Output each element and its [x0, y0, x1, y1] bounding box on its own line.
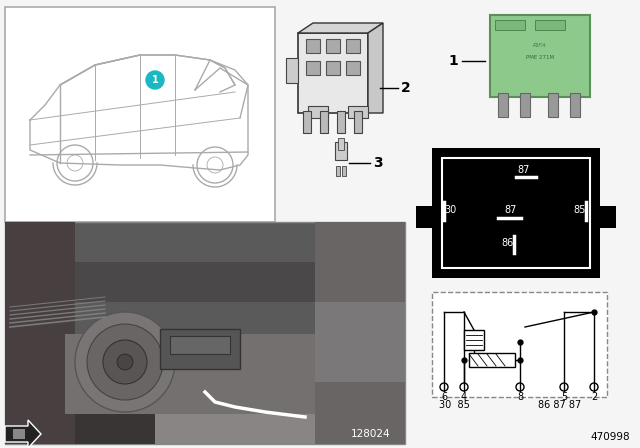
Text: RIFA: RIFA — [533, 43, 547, 47]
Bar — [570, 93, 580, 117]
Text: 3: 3 — [373, 156, 383, 170]
Text: 87: 87 — [505, 205, 517, 215]
Bar — [326, 61, 340, 75]
Bar — [306, 61, 320, 75]
Bar — [298, 33, 368, 113]
Bar — [490, 15, 590, 97]
Bar — [469, 353, 515, 367]
Text: 6: 6 — [441, 392, 447, 402]
Circle shape — [117, 354, 133, 370]
Bar — [600, 206, 616, 228]
Text: 2: 2 — [401, 81, 411, 95]
Bar — [315, 302, 405, 382]
Bar — [432, 292, 607, 397]
Bar — [337, 111, 345, 133]
Text: 85: 85 — [574, 205, 586, 215]
Bar — [286, 58, 298, 83]
Bar — [320, 111, 328, 133]
Bar — [5, 222, 405, 444]
Bar — [308, 106, 328, 118]
Bar — [13, 429, 25, 439]
Bar — [170, 336, 230, 354]
Bar — [520, 93, 530, 117]
Text: 4: 4 — [461, 392, 467, 402]
Bar — [155, 344, 405, 444]
Bar — [5, 262, 405, 302]
Bar — [354, 111, 362, 133]
Bar — [346, 39, 360, 53]
Text: PME 271M: PME 271M — [526, 55, 554, 60]
Text: 87: 87 — [518, 165, 530, 175]
Text: 86 87 87: 86 87 87 — [538, 400, 581, 410]
Text: 30  85: 30 85 — [438, 400, 469, 410]
Text: 2: 2 — [591, 392, 597, 402]
Bar — [548, 93, 558, 117]
Circle shape — [87, 324, 163, 400]
Bar — [5, 364, 405, 444]
Bar — [498, 93, 508, 117]
Text: 8: 8 — [517, 392, 523, 402]
Bar — [335, 142, 347, 160]
Bar — [5, 222, 75, 444]
Text: 30: 30 — [444, 205, 456, 215]
Text: 86: 86 — [502, 238, 514, 248]
Text: 5: 5 — [561, 392, 567, 402]
Bar — [442, 158, 590, 268]
Bar — [315, 222, 405, 444]
Text: 470998: 470998 — [590, 432, 630, 442]
Text: 1: 1 — [152, 75, 158, 85]
Text: 128024: 128024 — [350, 429, 390, 439]
Bar — [326, 39, 340, 53]
Bar — [535, 20, 565, 30]
Polygon shape — [298, 23, 383, 33]
Text: 1: 1 — [448, 54, 458, 68]
Bar — [346, 61, 360, 75]
Bar — [303, 111, 311, 133]
Polygon shape — [368, 23, 383, 113]
Bar — [464, 330, 484, 350]
Circle shape — [146, 71, 164, 89]
Bar — [495, 20, 525, 30]
Bar — [342, 166, 346, 176]
Polygon shape — [5, 420, 41, 448]
Circle shape — [103, 340, 147, 384]
Bar — [65, 334, 405, 414]
Bar — [432, 148, 600, 278]
Bar — [336, 166, 340, 176]
Bar — [160, 329, 240, 369]
Bar — [5, 7, 275, 222]
Bar — [306, 39, 320, 53]
Circle shape — [75, 312, 175, 412]
Bar — [348, 106, 368, 118]
Bar — [416, 206, 432, 228]
Bar — [338, 138, 344, 150]
